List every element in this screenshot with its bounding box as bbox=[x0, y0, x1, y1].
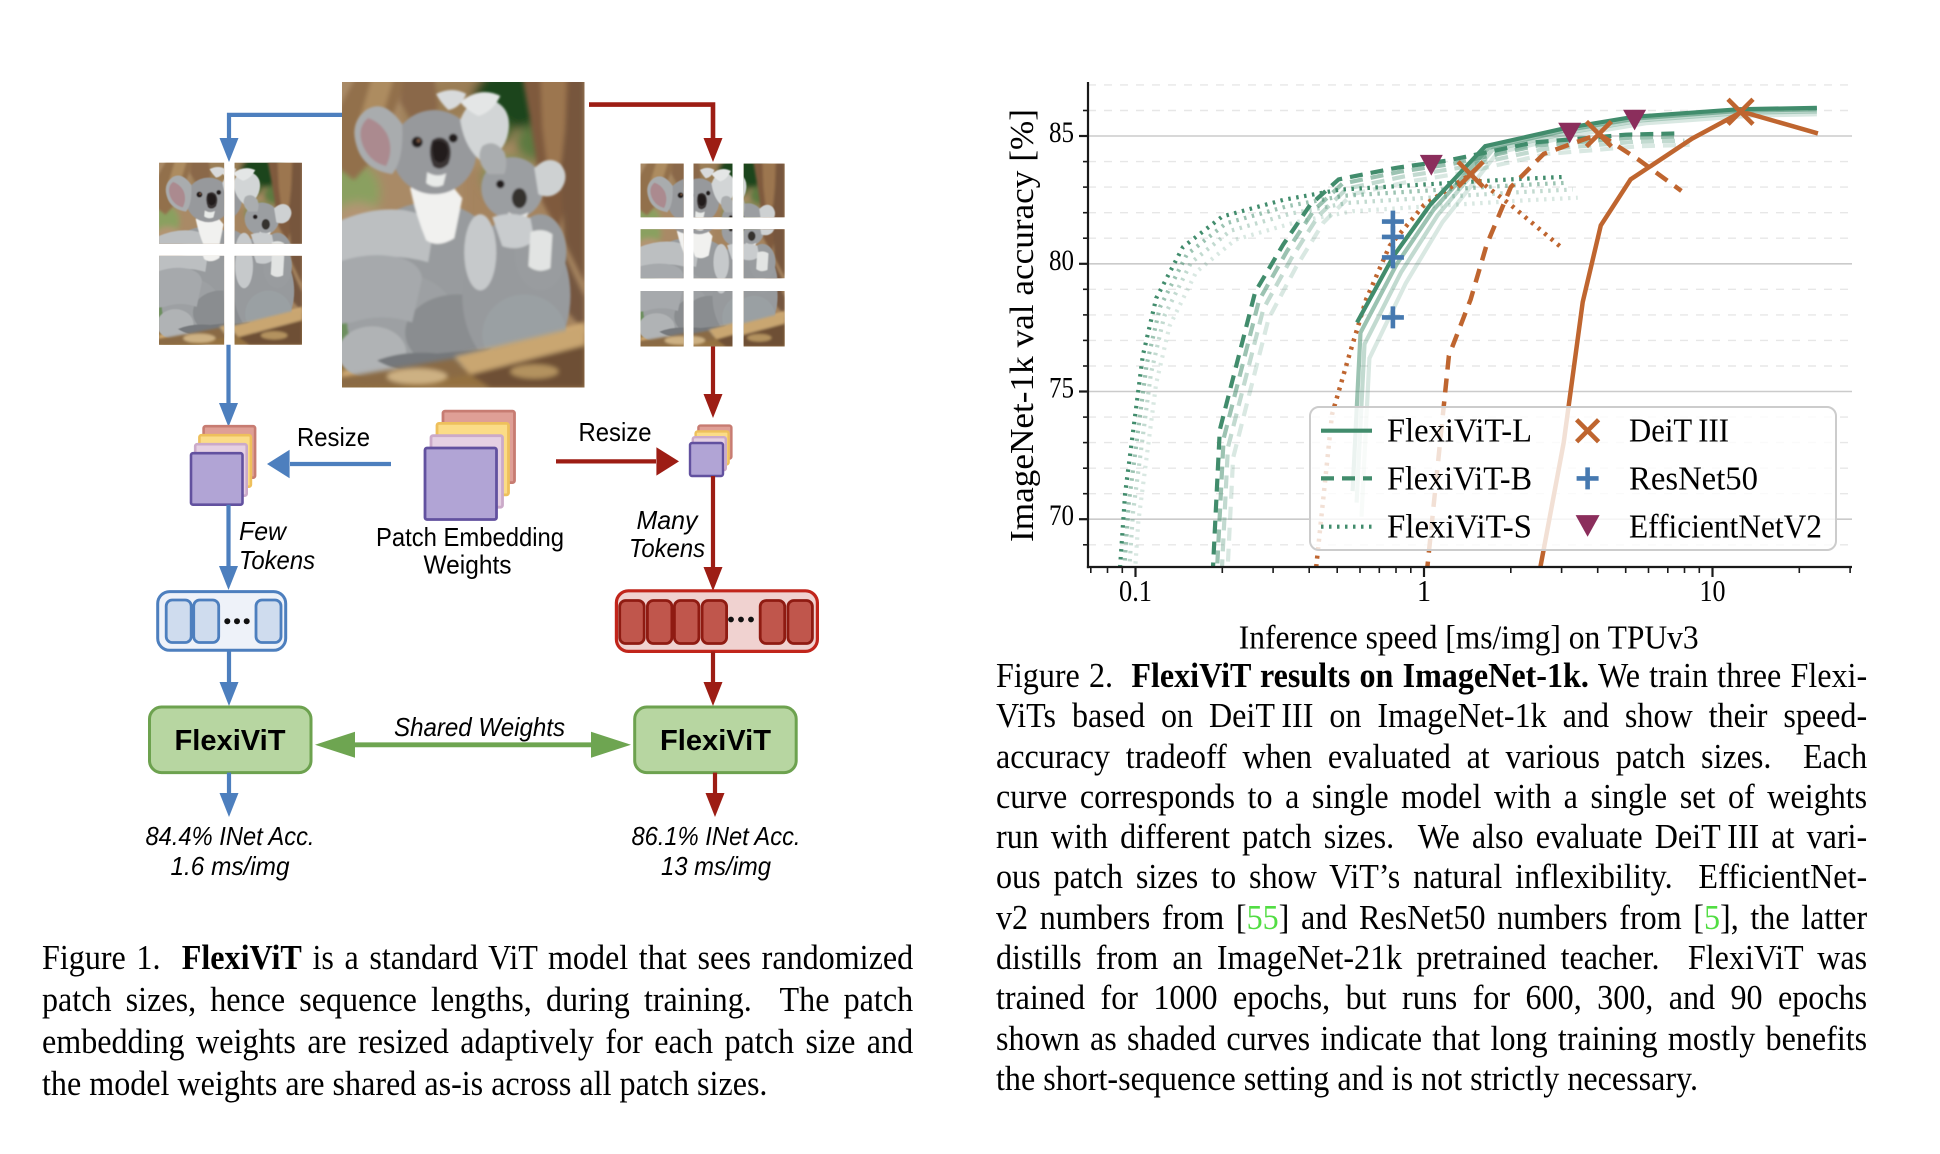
svg-text:FlexiViT-L: FlexiViT-L bbox=[1387, 413, 1532, 450]
svg-text:EfficientNetV2: EfficientNetV2 bbox=[1629, 509, 1822, 546]
svg-text:85: 85 bbox=[1049, 116, 1074, 149]
svg-text:0.1: 0.1 bbox=[1119, 573, 1152, 608]
svg-text:FlexiViT: FlexiViT bbox=[175, 725, 286, 757]
svg-text:FlexiViT-S: FlexiViT-S bbox=[1387, 509, 1532, 546]
svg-text:DeiT III: DeiT III bbox=[1629, 413, 1729, 450]
svg-text:Shared Weights: Shared Weights bbox=[394, 712, 565, 742]
svg-text:10: 10 bbox=[1700, 573, 1726, 608]
svg-text:70: 70 bbox=[1049, 499, 1074, 532]
svg-text:75: 75 bbox=[1049, 372, 1074, 405]
svg-text:13 ms/img: 13 ms/img bbox=[661, 851, 771, 881]
svg-text:Resize: Resize bbox=[579, 417, 652, 447]
svg-text:Tokens: Tokens bbox=[239, 545, 315, 575]
svg-text:Tokens: Tokens bbox=[629, 533, 705, 563]
svg-text:Weights: Weights bbox=[424, 550, 512, 580]
svg-text:FlexiViT: FlexiViT bbox=[660, 725, 771, 757]
svg-text:ResNet50: ResNet50 bbox=[1629, 460, 1758, 497]
svg-text:Many: Many bbox=[637, 505, 700, 535]
svg-text:Resize: Resize bbox=[297, 422, 370, 452]
svg-text:FlexiViT-B: FlexiViT-B bbox=[1387, 460, 1532, 497]
svg-text:Patch Embedding: Patch Embedding bbox=[376, 522, 564, 552]
svg-text:Few: Few bbox=[239, 516, 288, 546]
svg-text:80: 80 bbox=[1049, 244, 1074, 277]
svg-text:86.1% INet Acc.: 86.1% INet Acc. bbox=[632, 821, 801, 851]
svg-text:84.4% INet Acc.: 84.4% INet Acc. bbox=[146, 821, 315, 851]
svg-text:1.6 ms/img: 1.6 ms/img bbox=[171, 851, 290, 881]
svg-text:ImageNet-1k val accuracy [%]: ImageNet-1k val accuracy [%] bbox=[1004, 109, 1041, 542]
svg-text:1: 1 bbox=[1417, 573, 1431, 608]
svg-text:Inference speed [ms/img] on TP: Inference speed [ms/img] on TPUv3 bbox=[1239, 620, 1699, 657]
